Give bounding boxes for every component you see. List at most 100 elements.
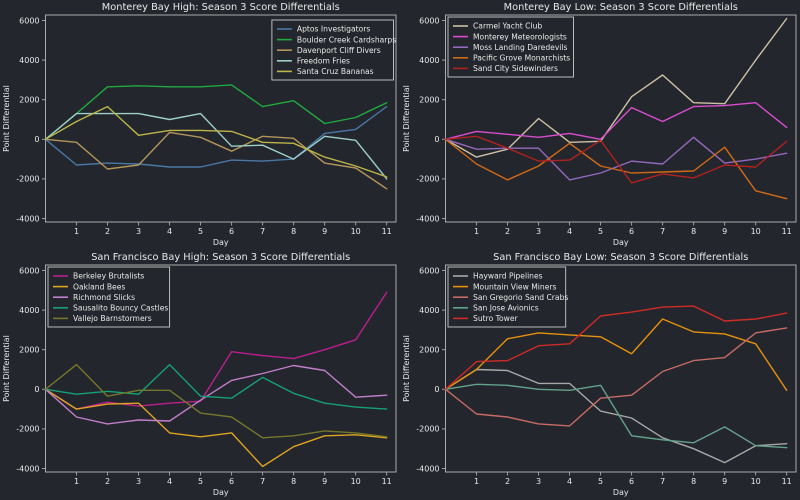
series-line-san-jose-avionics bbox=[444, 383, 788, 449]
y-tick-label: 0 bbox=[34, 385, 39, 394]
x-tick-label: 5 bbox=[598, 477, 603, 486]
legend-label: Sausalito Bouncy Castles bbox=[73, 304, 168, 313]
plot-spines bbox=[445, 264, 797, 473]
chart-title: Monterey Bay High: Season 3 Score Differ… bbox=[102, 2, 340, 13]
chart-san-francisco-bay-high: -4000 -2000 0 2000 4000 6000 1 2 3 4 5 6 7 8 9 10 11 Berk… bbox=[2, 252, 397, 497]
y-tick-label: -4000 bbox=[16, 464, 39, 473]
legend-label: Richmond Slicks bbox=[73, 293, 135, 302]
x-tick-label: 2 bbox=[105, 477, 110, 486]
legend-label: Mountain View Miners bbox=[473, 282, 556, 291]
series-line-aptos-investigators bbox=[44, 105, 388, 168]
legend-label: San Jose Avionics bbox=[473, 304, 539, 313]
legend-label: Sand City Sidewinders bbox=[473, 64, 558, 73]
subplot-monterey-bay-high: -4000 -2000 0 2000 4000 6000 1 2 3 4 5 6 7 8 9 10 11 Apto… bbox=[0, 0, 400, 250]
series-line-sausalito-bouncy-castles bbox=[44, 363, 388, 410]
y-tick-label: -2000 bbox=[416, 175, 439, 184]
x-tick-label: 9 bbox=[322, 227, 327, 236]
chart-title: San Francisco Bay High: Season 3 Score D… bbox=[91, 252, 350, 263]
y-tick-label: -4000 bbox=[416, 214, 439, 223]
y-tick-label: -2000 bbox=[416, 425, 439, 434]
x-tick-label: 1 bbox=[474, 477, 479, 486]
x-tick-label: 11 bbox=[782, 477, 792, 486]
x-tick-label: 9 bbox=[722, 227, 727, 236]
x-tick-label: 1 bbox=[74, 227, 79, 236]
x-tick-label: 3 bbox=[136, 227, 141, 236]
series-line-santa-cruz-bananas bbox=[44, 105, 388, 178]
legend-label: Carmel Yacht Club bbox=[473, 22, 542, 31]
y-tick-label: -2000 bbox=[16, 425, 39, 434]
y-tick-label: 6000 bbox=[419, 266, 439, 275]
x-tick-label: 5 bbox=[198, 227, 203, 236]
x-tick-label: 3 bbox=[536, 477, 541, 486]
y-tick-label: 0 bbox=[434, 385, 439, 394]
x-tick-label: 10 bbox=[351, 477, 361, 486]
y-tick-label: 2000 bbox=[419, 346, 439, 355]
subplot-monterey-bay-low: -4000 -2000 0 2000 4000 6000 1 2 3 4 5 6 7 8 9 10 11 Carm… bbox=[400, 0, 800, 250]
legend-label: Hayward Pipelines bbox=[473, 272, 543, 281]
y-tick-label: 2000 bbox=[419, 96, 439, 105]
x-axis-label: Day bbox=[613, 488, 629, 497]
y-tick-label: 0 bbox=[434, 135, 439, 144]
x-tick-label: 6 bbox=[629, 477, 634, 486]
series-line-davenport-cliff-divers bbox=[44, 131, 388, 190]
legend-label: Berkeley Brutalists bbox=[73, 272, 144, 281]
legend-label: Aptos Investigators bbox=[297, 25, 370, 34]
legend-label: Moss Landing Daredevils bbox=[473, 43, 568, 52]
series-line-richmond-slicks bbox=[44, 364, 388, 425]
y-tick-label: 4000 bbox=[419, 306, 439, 315]
chart-san-francisco-bay-low: -4000 -2000 0 2000 4000 6000 1 2 3 4 5 6 7 8 9 10 11 Hayw… bbox=[402, 252, 797, 497]
chart-monterey-bay-low: -4000 -2000 0 2000 4000 6000 1 2 3 4 5 6 7 8 9 10 11 Carm… bbox=[402, 2, 797, 247]
y-axis-label: Point Differential bbox=[2, 335, 11, 402]
x-tick-label: 6 bbox=[629, 227, 634, 236]
legend-label: Monterey Meteorologists bbox=[473, 32, 567, 41]
y-tick-label: 2000 bbox=[19, 96, 39, 105]
x-tick-label: 6 bbox=[229, 227, 234, 236]
legend-label: Sutro Tower bbox=[473, 314, 519, 323]
x-tick-label: 11 bbox=[782, 227, 792, 236]
plot-spines bbox=[445, 14, 797, 223]
x-tick-label: 4 bbox=[567, 227, 572, 236]
series-line-sutro-tower bbox=[444, 305, 788, 391]
x-tick-label: 5 bbox=[598, 227, 603, 236]
x-axis-label: Day bbox=[213, 488, 229, 497]
y-tick-label: -4000 bbox=[416, 464, 439, 473]
y-tick-label: -2000 bbox=[16, 175, 39, 184]
x-tick-label: 10 bbox=[751, 477, 761, 486]
x-tick-label: 3 bbox=[536, 227, 541, 236]
series-line-boulder-creek-cardsharps bbox=[44, 84, 388, 141]
y-tick-label: 4000 bbox=[19, 56, 39, 65]
x-tick-label: 8 bbox=[691, 227, 696, 236]
x-tick-label: 9 bbox=[322, 477, 327, 486]
x-tick-label: 2 bbox=[505, 477, 510, 486]
legend-label: Davenport Cliff Divers bbox=[297, 46, 381, 55]
series-line-freedom-fries bbox=[44, 112, 388, 180]
series-line-pacific-grove-monarchists bbox=[444, 138, 788, 200]
x-tick-label: 10 bbox=[751, 227, 761, 236]
series-line-carmel-yacht-club bbox=[444, 17, 788, 158]
x-tick-label: 3 bbox=[136, 477, 141, 486]
subplot-san-francisco-bay-high: -4000 -2000 0 2000 4000 6000 1 2 3 4 5 6 7 8 9 10 11 Berk… bbox=[0, 250, 400, 500]
legend-label: Santa Cruz Bananas bbox=[297, 67, 374, 76]
series-line-mountain-view-miners bbox=[444, 318, 788, 392]
x-tick-label: 11 bbox=[382, 227, 392, 236]
y-tick-label: 2000 bbox=[19, 346, 39, 355]
x-tick-label: 7 bbox=[260, 227, 265, 236]
series-line-berkeley-brutalists bbox=[44, 291, 388, 410]
legend-box bbox=[447, 16, 574, 78]
x-tick-label: 4 bbox=[167, 477, 172, 486]
x-tick-label: 11 bbox=[382, 477, 392, 486]
series-line-sand-city-sidewinders bbox=[444, 135, 788, 184]
chart-title: San Francisco Bay Low: Season 3 Score Di… bbox=[493, 252, 748, 263]
y-tick-label: 4000 bbox=[19, 306, 39, 315]
x-tick-label: 10 bbox=[351, 227, 361, 236]
x-tick-label: 8 bbox=[691, 477, 696, 486]
legend-label: Boulder Creek Cardsharps bbox=[297, 35, 396, 44]
legend-label: San Gregorio Sand Crabs bbox=[473, 293, 568, 302]
x-tick-label: 8 bbox=[291, 227, 296, 236]
x-tick-label: 6 bbox=[229, 477, 234, 486]
x-tick-label: 7 bbox=[260, 477, 265, 486]
